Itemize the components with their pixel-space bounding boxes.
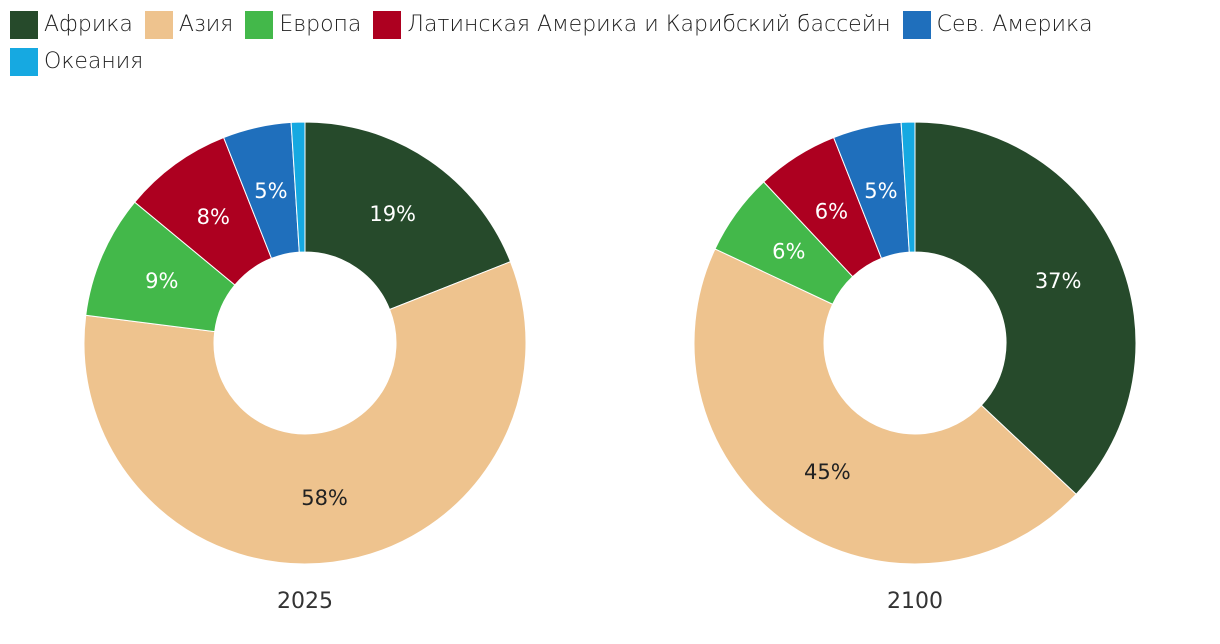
donut-chart-2025: 19% 58% 9% 8% 5% 2025	[83, 121, 527, 614]
legend-swatch-latin-america	[373, 10, 402, 39]
slice-label-2025-asia: 58%	[301, 486, 348, 510]
legend-item-north-america[interactable]: Сев. Америка	[902, 10, 1093, 39]
legend-label-africa: Африка	[44, 12, 133, 37]
year-label-2100: 2100	[887, 589, 943, 614]
year-label-2025: 2025	[277, 589, 333, 614]
legend-swatch-africa	[10, 10, 38, 39]
slice-2100-oceania[interactable]	[900, 121, 916, 253]
slice-label-2025-latin-america: 8%	[197, 205, 230, 229]
legend-swatch-asia	[144, 10, 173, 39]
legend-item-oceania[interactable]: Океания	[10, 47, 143, 76]
slice-label-2100-europe: 6%	[772, 239, 805, 263]
legend-item-latin-america[interactable]: Латинская Америка и Карибский бассейн	[373, 10, 891, 39]
legend-label-europe: Европа	[279, 12, 362, 37]
slice-label-2025-north-america: 5%	[254, 179, 287, 203]
slice-label-2100-asia: 45%	[804, 460, 851, 484]
legend-item-europe[interactable]: Европа	[245, 10, 361, 39]
legend-label-north-america: Сев. Америка	[936, 12, 1093, 37]
slice-label-2100-africa: 37%	[1035, 269, 1082, 293]
legend-label-oceania: Океания	[44, 49, 144, 74]
slice-label-2100-latin-america: 6%	[815, 199, 848, 223]
slice-2100-africa[interactable]	[914, 121, 1137, 495]
legend-swatch-oceania	[10, 47, 38, 76]
slice-2100-asia[interactable]	[693, 248, 1077, 565]
slice-2025-oceania[interactable]	[290, 121, 306, 253]
slice-2025-africa[interactable]	[304, 121, 512, 311]
slice-label-2025-europe: 9%	[145, 269, 178, 293]
legend-swatch-north-america	[902, 10, 931, 39]
legend-label-asia: Азия	[178, 12, 234, 37]
legend-label-latin-america: Латинская Америка и Карибский бассейн	[407, 12, 891, 37]
slice-2025-asia[interactable]	[83, 260, 527, 565]
donut-chart-2100: 37% 45% 6% 6% 5% 2100	[693, 121, 1137, 614]
legend-swatch-europe	[245, 10, 274, 39]
legend: Африка Азия Европа Латинская Америка и К…	[10, 10, 1210, 76]
slice-label-2100-north-america: 5%	[864, 179, 897, 203]
legend-item-asia[interactable]: Азия	[144, 10, 234, 39]
legend-item-africa[interactable]: Африка	[10, 10, 133, 39]
slice-label-2025-africa: 19%	[369, 202, 416, 226]
